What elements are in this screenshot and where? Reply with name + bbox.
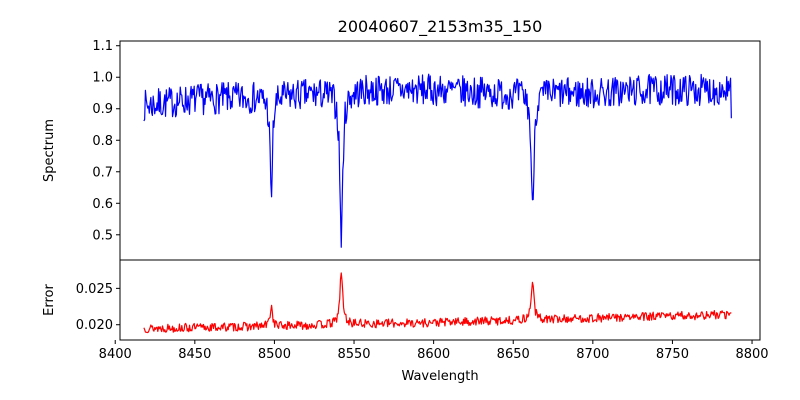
spectrum-panel-line (143, 73, 732, 248)
x-tick-label: 8650 (497, 347, 530, 362)
y-tick-label: 1.0 (92, 71, 113, 86)
x-tick-label: 8750 (656, 347, 689, 362)
y-tick-label: 0.6 (92, 197, 113, 212)
x-tick-label: 8800 (735, 347, 768, 362)
y-tick-label: 0.5 (92, 228, 113, 243)
x-tick-label: 8700 (576, 347, 609, 362)
y-tick-label: 0.9 (92, 102, 113, 117)
y-tick-label: 0.7 (92, 165, 113, 180)
chart-title: 20040607_2153m35_150 (338, 17, 543, 37)
x-tick-label: 8400 (99, 347, 132, 362)
error-panel-line (143, 272, 732, 334)
y-tick-label: 0.025 (76, 282, 113, 297)
error-panel: 0.020 0.025 Error 8400 8450 8500 8550 8600 8650 8… (42, 259, 769, 362)
spectrum-panel-y-axis-label: Spectrum (42, 119, 57, 182)
y-tick-label: 0.020 (76, 318, 113, 333)
x-axis-label: Wavelength (401, 369, 478, 384)
x-tick-label: 8500 (258, 347, 291, 362)
x-tick-label: 8600 (417, 347, 450, 362)
error-panel-y-axis-label: Error (42, 284, 57, 316)
x-tick-label: 8550 (337, 347, 370, 362)
error-panel-frame (119, 259, 761, 341)
y-tick-label: 0.8 (92, 134, 113, 149)
y-tick-label: 1.1 (92, 39, 113, 54)
x-tick-label: 8450 (178, 347, 211, 362)
